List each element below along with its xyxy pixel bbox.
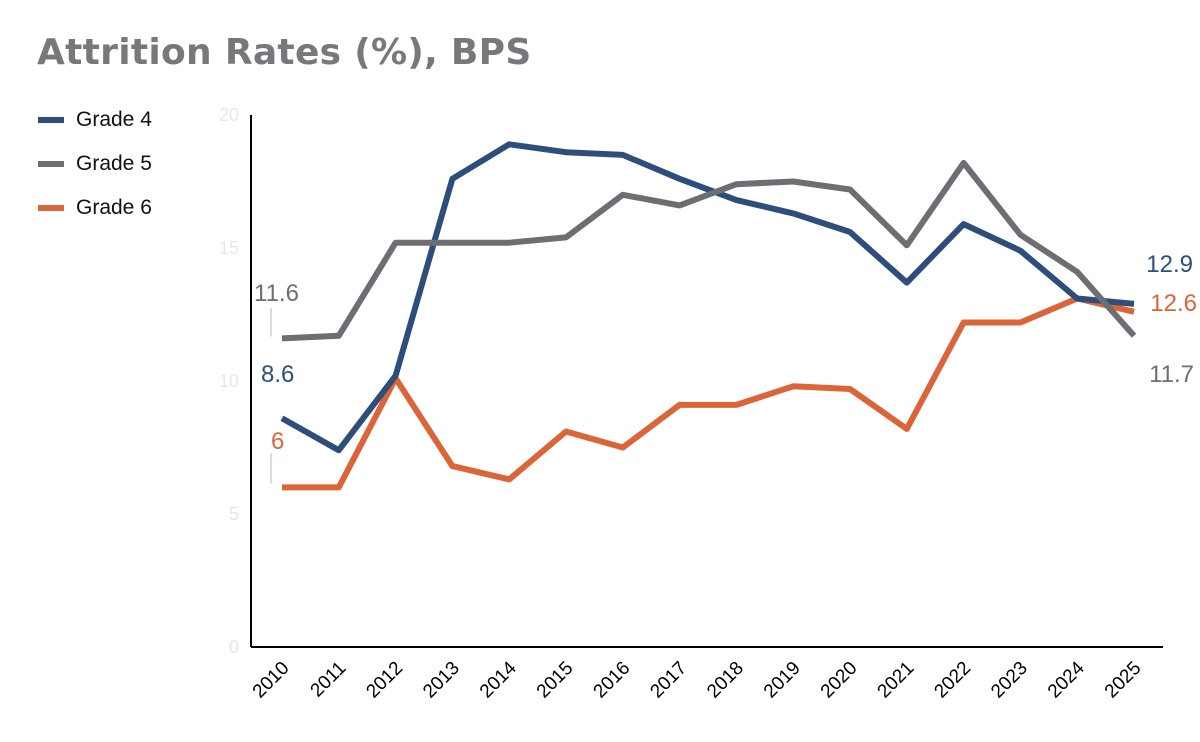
data-label-grade-4-last: 12.9 [1146, 251, 1193, 278]
y-tick-label-10: 10 [219, 371, 239, 391]
x-tick-label-2014: 2014 [476, 657, 521, 702]
legend-item-grade-5[interactable]: Grade 5 [38, 142, 152, 186]
y-tick-label-20: 20 [219, 105, 239, 125]
x-tick-label-2012: 2012 [362, 658, 407, 703]
chart-title: Attrition Rates (%), BPS [37, 32, 532, 73]
legend-item-grade-6[interactable]: Grade 6 [38, 186, 152, 230]
legend-label-grade-4: Grade 4 [76, 108, 152, 131]
x-tick-label-2015: 2015 [533, 658, 578, 703]
data-label-grade-4-first: 8.6 [261, 361, 294, 388]
data-label-grade-6-first: 6 [271, 428, 284, 455]
x-tick-label-2025: 2025 [1101, 658, 1146, 703]
data-label-grade-6-last: 12.6 [1150, 290, 1197, 317]
legend-item-grade-4[interactable]: Grade 4 [38, 98, 152, 142]
x-tick-label-2020: 2020 [817, 658, 862, 703]
series-line-grade-5 [281, 159, 1137, 342]
x-tick-label-2018: 2018 [703, 658, 748, 703]
data-label-grade-5-last: 11.7 [1149, 361, 1194, 388]
y-tick-label-15: 15 [219, 238, 239, 258]
x-tick-label-2023: 2023 [987, 658, 1032, 703]
y-tick-label-0: 0 [229, 637, 239, 657]
x-tick-label-2019: 2019 [760, 658, 805, 703]
x-tick-label-2016: 2016 [590, 658, 635, 703]
y-tick-label-5: 5 [229, 504, 239, 524]
legend-swatch-grade-6 [38, 205, 64, 211]
series-line-grade-4 [280, 141, 1135, 454]
x-tick-label-2021: 2021 [874, 658, 919, 703]
x-tick-label-2024: 2024 [1044, 657, 1089, 702]
legend-label-grade-6: Grade 6 [76, 196, 152, 219]
legend-swatch-grade-4 [38, 117, 64, 123]
legend: Grade 4 Grade 5 Grade 6 [38, 98, 152, 230]
x-tick-label-2011: 2011 [307, 658, 351, 702]
legend-swatch-grade-5 [38, 161, 64, 167]
x-tick-label-2013: 2013 [419, 658, 464, 703]
x-tick-label-2022: 2022 [930, 658, 975, 703]
data-label-grade-5-first: 11.6 [254, 280, 299, 307]
series-line-grade-6 [282, 295, 1135, 491]
x-tick-label-2010: 2010 [249, 658, 294, 703]
legend-label-grade-5: Grade 5 [76, 152, 152, 175]
x-tick-label-2017: 2017 [646, 658, 691, 703]
